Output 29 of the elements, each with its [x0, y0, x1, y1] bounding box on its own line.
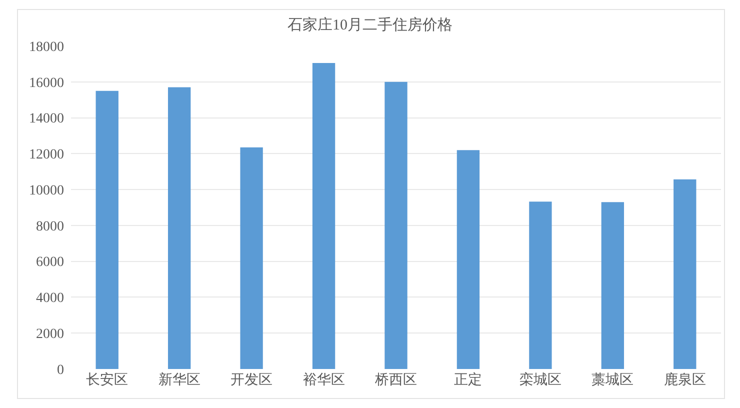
x-tick-label: 鹿泉区: [664, 372, 706, 388]
y-tick-label: 8000: [36, 219, 64, 234]
y-tick-label: 2000: [36, 327, 64, 342]
x-tick-label: 裕华区: [302, 372, 345, 388]
x-tick-label: 正定: [454, 372, 482, 388]
y-tick-label: 16000: [29, 76, 64, 91]
bar: [96, 90, 118, 369]
x-tick-label: 新华区: [158, 372, 200, 388]
x-tick-label: 桥西区: [374, 372, 417, 388]
y-tick-label: 18000: [29, 40, 64, 55]
bar: [529, 202, 552, 369]
x-tick-label: 开发区: [230, 372, 273, 388]
y-tick-label: 0: [57, 362, 64, 378]
bar: [240, 147, 263, 369]
y-tick-label: 6000: [36, 255, 64, 270]
bar: [601, 202, 624, 369]
bar: [168, 87, 191, 369]
chart-title: 石家庄10月二手住房价格: [288, 16, 452, 34]
y-tick-label: 12000: [29, 148, 64, 163]
bar: [312, 63, 336, 369]
x-tick-label: 栾城区: [519, 371, 562, 388]
bar: [456, 150, 480, 369]
y-tick-label: 14000: [29, 112, 64, 127]
x-tick-label: 长安区: [86, 372, 128, 388]
y-tick-label: 4000: [36, 291, 64, 306]
x-tick-label: 藁城区: [592, 372, 634, 388]
bar: [384, 82, 408, 369]
y-tick-label: 10000: [29, 183, 64, 198]
bar: [674, 179, 696, 369]
